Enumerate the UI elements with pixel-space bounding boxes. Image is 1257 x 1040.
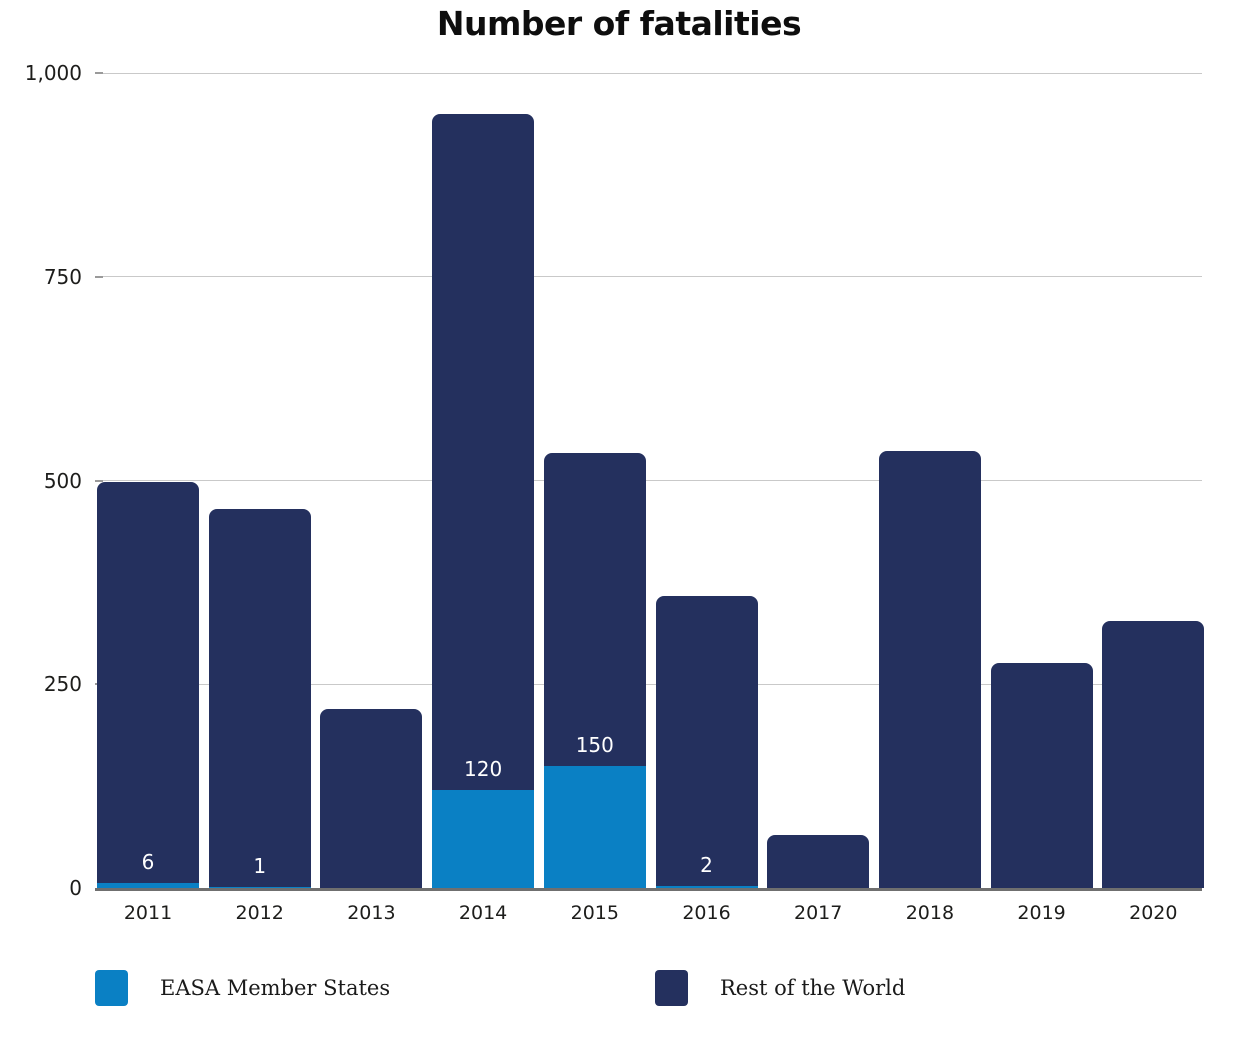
- bar-2015: 150: [543, 452, 646, 888]
- y-axis-tick: [95, 72, 103, 74]
- legend-label-rest-of-world: Rest of the World: [720, 976, 906, 1000]
- bar-value-label: 2: [700, 853, 713, 878]
- gridline: [95, 480, 1202, 481]
- bar-segment-rest-of-world: [208, 509, 311, 888]
- bar-value-label: 150: [575, 732, 614, 757]
- gridline: [95, 72, 1202, 74]
- y-axis-tick-label: 250: [43, 672, 82, 697]
- bar-2016: 2: [655, 596, 758, 888]
- x-axis-tick-label: 2013: [347, 902, 396, 924]
- x-axis-tick-label: 2017: [794, 902, 843, 924]
- y-axis-tick-label: 500: [43, 468, 82, 493]
- legend-item-rest-of-world: Rest of the World: [655, 970, 905, 1006]
- bar-value-label: 6: [141, 850, 155, 875]
- bar-2017: [767, 835, 870, 888]
- bar-2018: [878, 451, 981, 888]
- legend: EASA Member States Rest of the World: [0, 970, 1257, 1010]
- bar-segment-easa-member-states: [655, 886, 758, 888]
- y-axis-tick: [95, 479, 103, 482]
- bar-segment-easa-member-states: [208, 887, 311, 888]
- x-axis-tick-label: 2018: [905, 902, 955, 924]
- bar-segment-easa-member-states: [432, 790, 535, 888]
- bar-segment-easa-member-states: [97, 883, 199, 888]
- bar-segment-rest-of-world: [1102, 620, 1205, 888]
- x-axis-tick-label: 2015: [570, 902, 619, 924]
- gridline: [95, 276, 1202, 278]
- x-axis-tick-label: 2016: [682, 902, 731, 924]
- bar-segment-rest-of-world: [990, 663, 1093, 888]
- gridline: [95, 683, 1202, 685]
- bar-segment-rest-of-world: [97, 482, 199, 884]
- y-axis-tick-label: 0: [69, 876, 82, 900]
- bar-value-label: 1: [253, 854, 267, 879]
- y-axis-tick-label: 1,000: [24, 61, 82, 85]
- y-axis-tick: [95, 275, 103, 278]
- x-axis-tick-label: 2012: [235, 902, 284, 924]
- legend-swatch-easa-icon: [95, 970, 128, 1006]
- x-axis-tick-label: 2011: [123, 902, 173, 924]
- bar-segment-easa-member-states: [543, 765, 646, 888]
- x-axis-tick-label: 2014: [458, 902, 508, 924]
- bar-2011: 6: [97, 482, 199, 888]
- legend-label-easa: EASA Member States: [160, 976, 391, 1000]
- bar-2013: [320, 708, 423, 888]
- bar-segment-rest-of-world: [432, 113, 535, 791]
- legend-item-easa-member-states: EASA Member States: [95, 970, 390, 1006]
- chart-title: Number of fatalities: [436, 4, 802, 43]
- bar-value-label: 120: [464, 757, 503, 782]
- bar-2020: [1102, 620, 1205, 888]
- y-axis-tick-label: 750: [43, 264, 82, 289]
- bar-segment-rest-of-world: [878, 451, 981, 888]
- x-axis-line: [95, 888, 1202, 891]
- bar-segment-rest-of-world: [767, 835, 870, 888]
- bar-2019: [990, 663, 1093, 888]
- bar-segment-rest-of-world: [543, 452, 646, 766]
- bar-segment-rest-of-world: [320, 708, 423, 888]
- bar-segment-rest-of-world: [655, 596, 758, 887]
- legend-swatch-rest-of-world-icon: [655, 970, 688, 1006]
- x-axis-tick-label: 2019: [1017, 902, 1066, 924]
- x-axis-tick-label: 2020: [1129, 902, 1178, 924]
- bar-2014: 120: [432, 113, 535, 888]
- bar-2012: 1: [208, 509, 311, 888]
